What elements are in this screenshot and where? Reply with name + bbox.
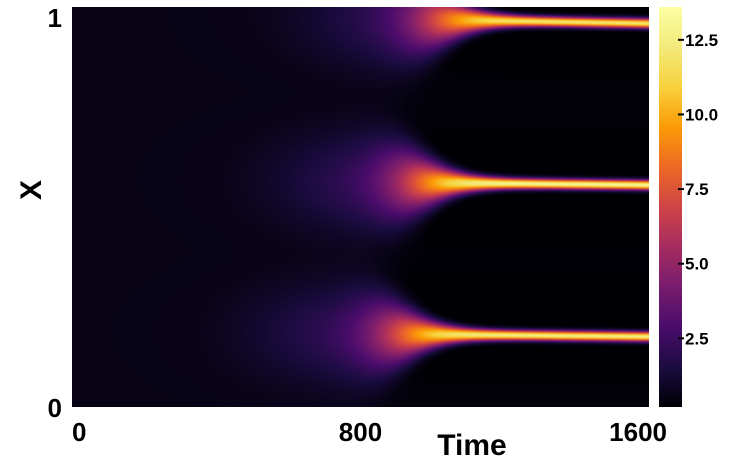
y-axis-title: X xyxy=(15,180,48,200)
heatmap-plot-area xyxy=(72,7,649,407)
colorbar-ticks: 2.5 5.0 7.5 10.0 12.5 xyxy=(678,31,718,348)
x-axis-ticks: 0 800 1600 xyxy=(72,417,667,447)
x-axis-title: Time xyxy=(437,429,506,459)
colorbar-tick-label: 7.5 xyxy=(685,180,709,199)
colorbar-tick-label: 10.0 xyxy=(685,105,718,124)
colorbar-tick-label: 2.5 xyxy=(685,329,709,348)
colorbar: 2.5 5.0 7.5 10.0 12.5 xyxy=(659,7,718,407)
heatmap-image xyxy=(72,7,649,407)
y-tick-label: 0 xyxy=(48,393,62,423)
x-tick-label: 800 xyxy=(339,417,382,447)
x-tick-label: 1600 xyxy=(609,417,667,447)
y-axis-ticks: 01 xyxy=(48,3,62,423)
x-tick-label: 0 xyxy=(72,417,86,447)
colorbar-tick-label: 12.5 xyxy=(685,31,718,50)
colorbar-tick-label: 5.0 xyxy=(685,255,709,274)
colorbar-gradient xyxy=(659,7,682,407)
y-tick-label: 1 xyxy=(48,3,62,33)
